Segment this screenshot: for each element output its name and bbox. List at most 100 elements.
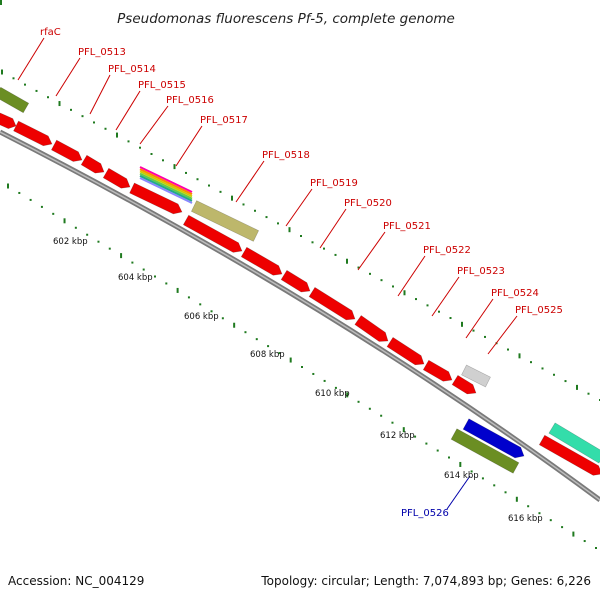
gene-bar-rfac bbox=[0, 112, 17, 129]
tick-mark bbox=[504, 491, 507, 494]
tick-mark bbox=[312, 372, 315, 375]
tick-mark bbox=[289, 357, 292, 363]
tick-mark bbox=[425, 442, 428, 445]
tick-mark bbox=[481, 477, 484, 480]
tick-mark bbox=[530, 361, 532, 364]
gene-label-text: PFL_0520 bbox=[344, 198, 392, 209]
tick-mark bbox=[595, 547, 597, 549]
tick-mark bbox=[154, 275, 156, 278]
gene-label-text: PFL_0526 bbox=[401, 508, 449, 519]
tick-mark bbox=[436, 449, 439, 452]
tick-mark bbox=[265, 216, 268, 219]
tick-mark bbox=[380, 414, 383, 417]
kbp-label: 610 kbp bbox=[315, 389, 350, 399]
tick-mark bbox=[12, 77, 15, 80]
tick-mark bbox=[472, 329, 475, 332]
feature-bar-blue bbox=[462, 418, 525, 459]
feature-bar-aquamarine bbox=[548, 422, 600, 464]
gene-bar-pfl-0517 bbox=[129, 182, 183, 215]
tick-mark bbox=[173, 164, 176, 170]
leader-line bbox=[89, 74, 111, 115]
tick-mark bbox=[380, 279, 383, 282]
leader-line bbox=[397, 255, 426, 297]
tick-mark bbox=[541, 367, 544, 370]
tick-mark bbox=[131, 261, 134, 264]
tick-mark bbox=[24, 83, 26, 86]
tick-mark bbox=[7, 183, 9, 189]
gene-bar-pfl-0519 bbox=[240, 246, 283, 276]
gene-label-text: PFL_0518 bbox=[262, 150, 310, 161]
tick-mark bbox=[527, 505, 530, 508]
kbp-label: 602 kbp bbox=[53, 237, 88, 247]
tick-mark bbox=[40, 205, 43, 208]
tick-mark bbox=[187, 296, 190, 299]
gene-label-text: rfaC bbox=[40, 27, 61, 38]
tick-mark bbox=[104, 127, 107, 130]
gene-labels: rfaC PFL_0513 PFL_0514 PFL_0515 PFL_0516 PFL_… bbox=[17, 27, 563, 519]
tick-mark bbox=[108, 247, 111, 250]
tick-mark bbox=[549, 519, 552, 522]
tick-mark bbox=[564, 380, 567, 383]
position-ticks bbox=[0, 0, 600, 549]
leader-line bbox=[357, 231, 386, 271]
tick-mark bbox=[127, 140, 130, 143]
gene-bar-pfl-0525 bbox=[451, 374, 477, 395]
gene-label-pfl-0525: PFL_0525 bbox=[487, 305, 563, 355]
tick-mark bbox=[403, 290, 406, 296]
gene-bar-pfl-0522 bbox=[354, 315, 389, 342]
leader-line bbox=[115, 90, 141, 131]
gene-label-pfl-0515: PFL_0515 bbox=[115, 80, 186, 131]
gene-label-text: PFL_0516 bbox=[166, 95, 214, 106]
feature-bar-multicolor bbox=[139, 166, 193, 204]
tick-mark bbox=[139, 146, 141, 149]
gene-bar-pfl-0516 bbox=[102, 167, 131, 189]
tick-mark bbox=[162, 159, 164, 162]
tick-mark bbox=[58, 101, 61, 107]
tick-mark bbox=[587, 392, 590, 395]
gene-label-text: PFL_0521 bbox=[383, 221, 431, 232]
tick-mark bbox=[288, 227, 291, 233]
gene-label-text: PFL_0517 bbox=[200, 115, 248, 126]
tick-mark bbox=[470, 470, 473, 473]
gene-bar-pfl-0518 bbox=[182, 214, 243, 253]
tick-mark bbox=[561, 526, 564, 529]
tick-mark bbox=[97, 240, 100, 243]
gene-label-text: PFL_0519 bbox=[310, 178, 358, 189]
leader-line bbox=[55, 57, 81, 97]
gene-label-pfl-0520: PFL_0520 bbox=[319, 198, 392, 249]
gene-label-pfl-0516: PFL_0516 bbox=[139, 95, 214, 145]
tick-mark bbox=[311, 241, 314, 244]
gene-bar-pfl-0514 bbox=[50, 139, 83, 162]
kbp-label: 606 kbp bbox=[184, 312, 219, 322]
leader-line bbox=[235, 160, 265, 203]
tick-mark bbox=[244, 331, 247, 334]
tick-mark bbox=[507, 348, 509, 351]
gene-label-pfl-0517: PFL_0517 bbox=[175, 115, 248, 167]
tick-mark bbox=[300, 235, 302, 237]
tick-mark bbox=[277, 222, 279, 225]
kbp-label: 608 kbp bbox=[250, 350, 285, 360]
kbp-label: 604 kbp bbox=[118, 273, 153, 283]
tick-mark bbox=[254, 209, 256, 212]
gene-bar-pfl-0520 bbox=[280, 269, 311, 293]
tick-mark bbox=[210, 310, 213, 313]
tick-mark bbox=[448, 456, 450, 459]
tick-mark bbox=[346, 258, 348, 264]
tick-mark bbox=[116, 132, 118, 138]
gene-bar-right bbox=[538, 434, 600, 476]
gene-label-text: PFL_0513 bbox=[78, 47, 126, 58]
gene-label-text: PFL_0522 bbox=[423, 245, 471, 256]
leader-line bbox=[465, 298, 494, 339]
tick-mark bbox=[208, 184, 210, 187]
gene-label-text: PFL_0523 bbox=[457, 266, 505, 277]
tick-mark bbox=[392, 285, 394, 288]
tick-mark bbox=[449, 317, 452, 319]
feature-bar-olive-bottom bbox=[450, 428, 520, 474]
tick-mark bbox=[493, 484, 496, 487]
tick-mark bbox=[0, 0, 2, 5]
leader-line bbox=[175, 125, 203, 167]
tick-mark bbox=[515, 496, 518, 502]
tick-mark bbox=[52, 212, 55, 215]
leader-line bbox=[17, 37, 45, 81]
gene-label-pfl-0522: PFL_0522 bbox=[397, 245, 471, 297]
